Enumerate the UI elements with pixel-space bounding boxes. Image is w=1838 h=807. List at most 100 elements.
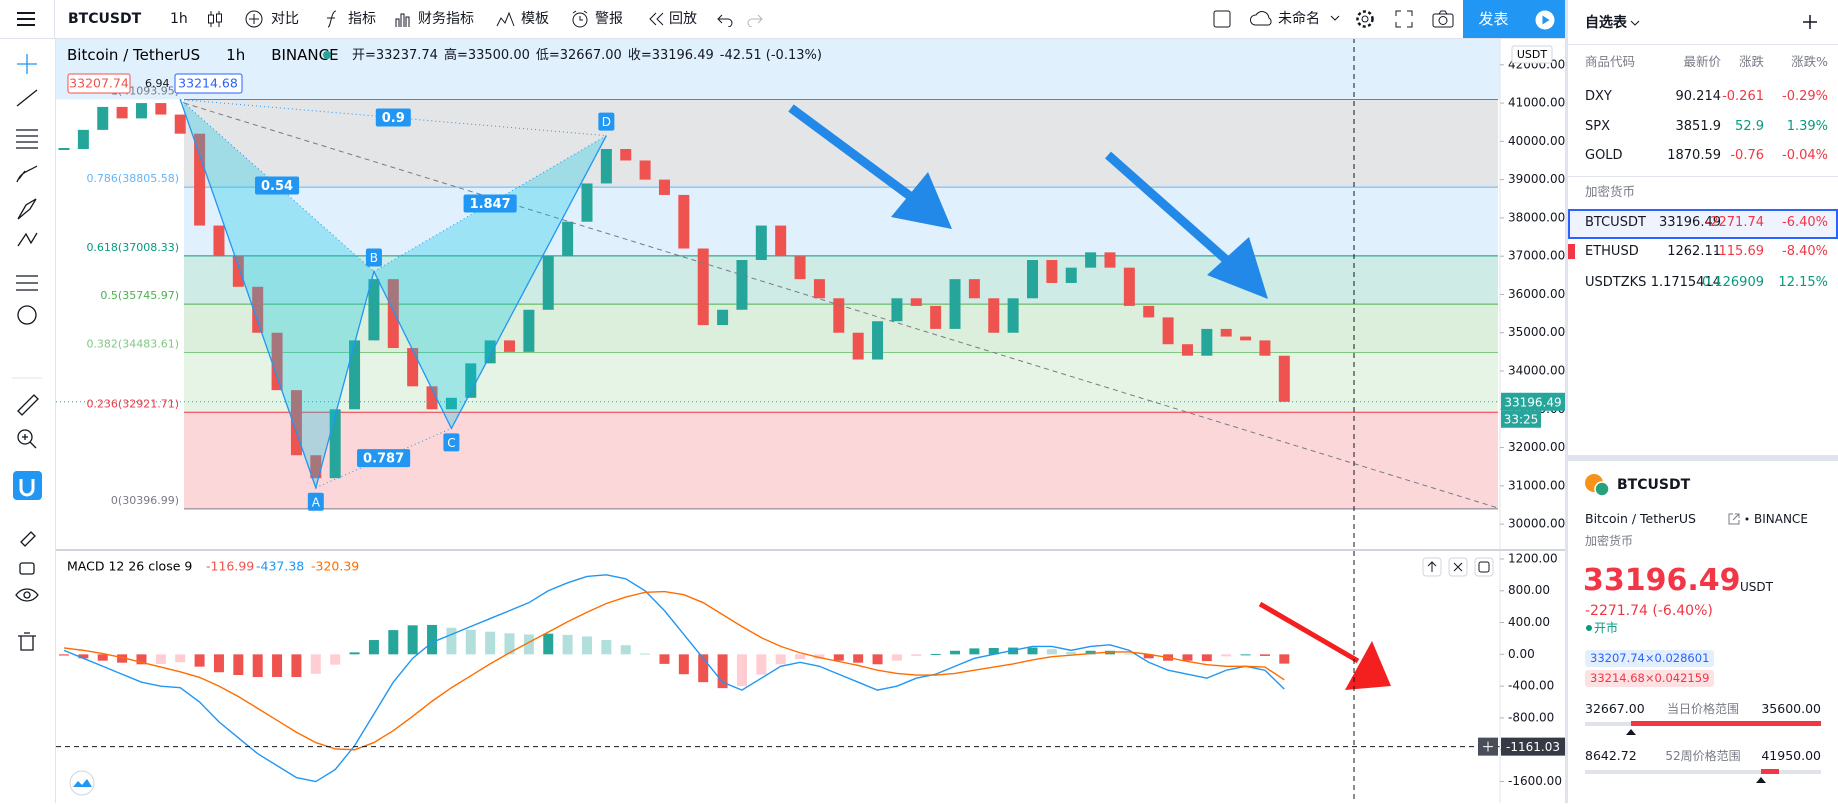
magnet-tool[interactable] [13,471,42,500]
legend-close: 收=33196.49 [628,48,714,63]
interval-button[interactable]: 1h [170,11,188,27]
column-header[interactable]: 商品代码 [1585,54,1636,69]
watchlist-cell: GOLD [1585,148,1623,163]
maximize-button[interactable] [1474,557,1494,577]
visibility-tool[interactable] [15,588,39,602]
financials-icon[interactable] [394,10,412,28]
template-icon[interactable] [496,10,516,28]
candle [1046,260,1058,283]
candle [77,129,89,150]
candle [968,279,980,299]
replay-button[interactable]: 回放 [669,11,697,27]
chart-canvas: 1(41093.95)0.786(38805.58)0.618(37008.33… [56,38,1566,803]
indicator-button[interactable]: 指标 [348,11,376,27]
alert-icon[interactable] [570,9,590,29]
y-tick-label: 39000.00 [1508,172,1565,186]
fullscreen-button[interactable] [1395,10,1413,28]
pen-tool[interactable] [17,198,37,220]
y-tick-label: 41000.00 [1508,96,1565,110]
symbol-button[interactable]: BTCUSDT [68,11,142,27]
day-range-marker [1626,729,1636,735]
pattern-layer: 0.9 0.54 1.847 0.787 A B C D [179,98,615,511]
macd-hist [291,654,302,677]
watchlist-cell: 1870.59 [1667,148,1721,163]
publish-button[interactable]: 发表 [1463,0,1524,38]
candle [1220,328,1232,337]
macd-hist [795,654,806,660]
watchlist-cell: BTCUSDT [1585,215,1646,230]
indicator-icon[interactable] [324,9,342,29]
delete-tool[interactable] [18,632,36,651]
icon-tool[interactable] [17,305,37,325]
play-icon [1535,10,1555,30]
candle [1240,336,1252,341]
candle [174,114,186,134]
detail-bid: 33207.74×0.028601 [1585,650,1715,667]
trendline-tool[interactable] [16,89,38,107]
macd-hist [175,654,186,663]
watchlist-title[interactable]: 自选表 [1585,15,1627,31]
watchlist-cell: -0.29% [1782,89,1828,104]
column-header[interactable]: 涨跌% [1791,54,1828,69]
panel-divider [1568,455,1838,461]
watchlist-cell: 1262.11 [1667,244,1721,259]
macd-hist-value: -116.99 [206,559,254,574]
external-link-icon[interactable] [1728,513,1740,525]
layout-name[interactable]: 未命名 [1278,11,1320,27]
layout-icon[interactable] [1213,10,1231,28]
exchange: BINANCE [271,46,338,64]
fib-tool[interactable] [16,129,38,149]
candle [678,194,690,249]
macd-hist [252,654,263,677]
macd-hist [194,654,205,667]
alert-button[interactable]: 警报 [595,11,623,27]
signal-value: -320.39 [311,559,359,574]
compare-button[interactable]: 对比 [271,11,299,27]
watchlist-cell: 33196.49 [1658,215,1721,230]
lock-tool[interactable] [19,562,35,575]
brush-tool[interactable] [16,165,38,183]
watchlist-cell: USDTZKS [1585,275,1647,290]
chart-type-button[interactable] [206,10,224,28]
candle [290,390,302,456]
settings-button[interactable] [1355,9,1375,29]
dropdown-caret[interactable] [1330,15,1340,23]
menu-button[interactable] [16,10,36,28]
column-header[interactable]: 最新价 [1683,54,1721,69]
macd-hist [310,654,321,674]
y-tick-label: 31000.00 [1508,478,1565,492]
add-symbol-button[interactable] [1802,14,1818,30]
column-header[interactable]: 涨跌 [1738,54,1764,69]
day-range-fill [1631,721,1821,726]
snapshot-button[interactable] [1432,10,1454,28]
candle [620,149,632,161]
cloud-icon[interactable] [1249,10,1275,28]
template-button[interactable]: 模板 [521,11,549,27]
row-flag [1568,244,1575,259]
last-price-label: 33196.49 [1504,395,1561,409]
undo-redo[interactable] [716,11,764,27]
currency-box[interactable] [1511,45,1553,64]
crosshair-tool[interactable] [17,54,37,74]
pattern-tool[interactable] [17,232,38,247]
caret[interactable] [1630,20,1640,28]
candle [407,348,419,387]
day-high: 35600.00 [1761,701,1821,716]
zoom-tool[interactable] [17,429,33,445]
y-tick-label: 34000.00 [1508,364,1565,378]
watchlist-cell: 1.39% [1786,119,1828,134]
macd-hist [465,629,476,655]
macd-hist [620,645,631,655]
macd-hist [1066,651,1077,655]
candle [58,148,70,151]
lock-draw-tool[interactable] [20,531,36,547]
replay-play-button[interactable] [1524,0,1565,38]
ratio-label: 0.54 [261,179,293,194]
replay-icon[interactable] [648,11,666,27]
fib-label: 0.382(34483.61) [86,338,179,351]
financials-button[interactable]: 财务指标 [418,11,474,27]
prediction-tool[interactable] [16,275,38,291]
ruler-tool[interactable] [17,394,39,416]
compare-icon[interactable] [244,9,264,29]
ratio-label: 0.9 [382,111,405,126]
